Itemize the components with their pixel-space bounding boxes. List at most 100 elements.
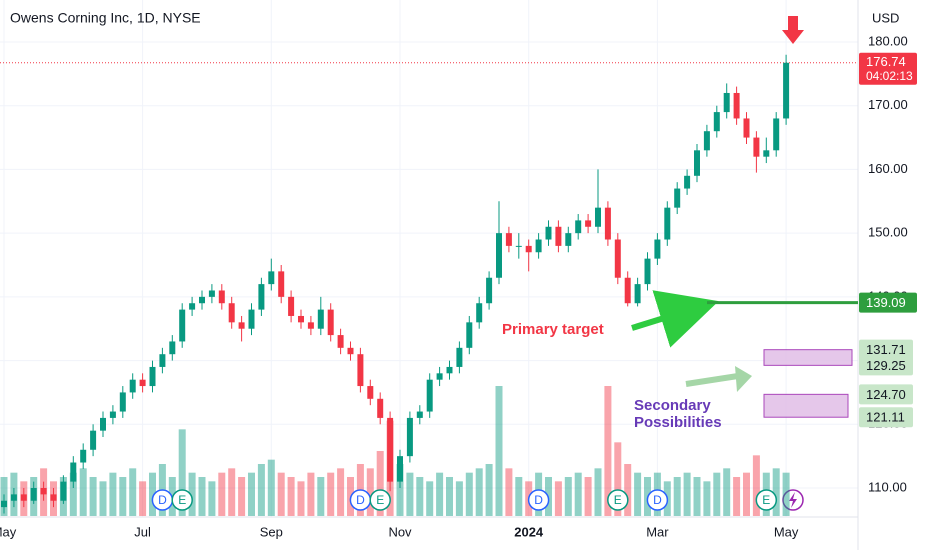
candle-body [397,456,403,482]
volume-bar [208,481,216,516]
event-icon[interactable] [369,489,391,511]
zone [763,393,849,418]
event-label: E [762,493,770,507]
event-icon[interactable] [755,489,778,511]
volume-bar [188,472,196,516]
last-price-box [859,52,917,85]
candle-body [208,290,215,297]
volume-bar [782,472,790,516]
volume-bar [554,481,562,516]
volume-bar [713,472,721,516]
event-icon[interactable] [646,489,669,511]
candle-body [20,494,27,501]
candle-body [664,207,671,240]
x-tick-label: Nov [388,524,412,539]
level-box [859,407,913,428]
candle-body [109,411,116,418]
candle-body [347,347,354,355]
volume-bar [248,472,255,516]
volume-bar [752,455,760,516]
volume-bar [366,468,374,516]
last-price-label: 176.74 [866,54,906,69]
volume-bar [574,472,582,516]
candle-body [317,309,324,329]
volume-bar [564,477,572,516]
volume-bar [267,459,275,516]
volume-bar [139,481,147,516]
volume-bar [287,477,295,516]
y-tick-label: 180.00 [868,33,908,48]
volume-bar [772,468,780,516]
candle-body [129,379,136,393]
candle-body [268,271,275,285]
event-label: E [614,493,622,507]
volume-bar [327,472,335,516]
volume-bar [149,472,156,516]
candle-body [337,335,344,348]
price-axis-bg [858,0,932,550]
volume-bar [119,477,127,516]
volume-bar [485,464,493,516]
zone [763,349,853,366]
candle-body [674,188,681,208]
volume-bar [99,481,107,516]
event-icon[interactable] [527,489,550,511]
candle-body [694,150,700,176]
volume-bar [634,472,642,516]
candle-body [288,296,295,316]
volume-bar [455,481,463,516]
volume-bar [307,472,315,516]
annotation: Primary target [502,321,604,338]
volume-bar [436,472,444,516]
candle-body [1,500,7,508]
candle-body [70,462,77,482]
volume-bar [89,477,97,516]
candle-body [604,207,611,240]
candle-body [30,488,37,501]
x-tick-label: May [774,524,799,539]
secondary-arrow [685,373,739,387]
volume-bar [406,472,414,516]
candle-body [515,245,522,247]
candle-body [654,239,661,259]
candle-body [446,366,453,374]
countdown: 04:02:13 [866,69,913,83]
level-box [859,355,913,376]
y-tick-label: 110.00 [868,479,907,494]
candle-body [367,386,374,399]
candle-body [595,207,601,227]
volume-bar [79,468,87,516]
annotation: Possibilities [634,414,722,431]
candle-body [258,284,265,310]
candle-body [743,118,750,138]
candle-body [773,118,780,151]
event-icon[interactable] [607,489,629,511]
secondary-arrow-head [735,366,752,392]
volume-bar [109,472,117,516]
candle-body [713,112,720,132]
candle-body [565,233,572,246]
candle-body [723,92,730,113]
volume-bar [228,468,236,516]
volume-bar [614,442,622,516]
volume-bar [693,477,701,516]
volume-bar [703,481,711,516]
candle-body [644,258,651,285]
candle-body [60,481,67,501]
event-icon[interactable] [171,489,193,511]
candle-body [555,226,562,246]
volume-bar [505,468,513,516]
candle-body [278,271,285,297]
candle-body [783,62,790,119]
candle-body [50,494,57,501]
pointer-arrow [782,16,804,44]
volume-bar [743,472,750,516]
candle-body [228,303,235,323]
volume-bar [465,472,473,516]
candle-body [416,411,423,418]
candle-body [575,220,582,234]
candle-body [733,92,740,119]
level-box [859,384,913,405]
candle-body [763,150,770,157]
candle-body [436,373,443,380]
